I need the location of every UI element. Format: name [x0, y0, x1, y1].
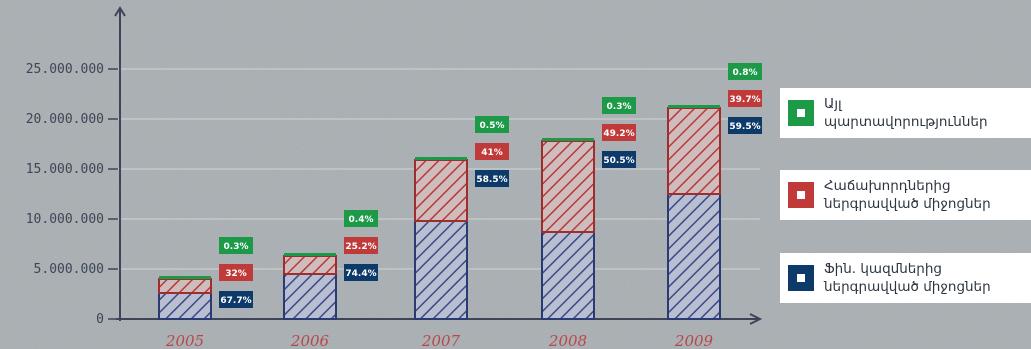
bar-segment-customers: [283, 255, 337, 275]
bar-segment-customers: [667, 107, 721, 195]
data-label: 59.5%: [729, 122, 760, 132]
data-label-box: [728, 90, 762, 107]
bar-segment-other: [542, 138, 594, 141]
data-label-box: [219, 291, 253, 308]
x-axis-arrow: [749, 313, 763, 325]
legend-label-line1: Հաճախորդներից: [824, 178, 951, 194]
x-tick-label: 2008: [548, 332, 587, 349]
legend-swatch: [788, 100, 814, 126]
data-label-box: [728, 63, 762, 80]
legend-label-line2: ներգրավված միջոցներ: [824, 279, 991, 295]
legend-item-financial-institution-funds: Ֆին. կազմներից ներգրավված միջոցներ: [780, 253, 1031, 303]
y-tick-label: 5.000.000: [34, 262, 104, 277]
data-label: 41%: [481, 148, 503, 158]
data-label: 0.8%: [733, 68, 758, 78]
x-tick-label: 2005: [165, 332, 204, 349]
data-label-box: [475, 116, 509, 133]
data-label: 0.3%: [607, 102, 632, 112]
data-label-box: [602, 151, 636, 168]
data-label-box: [602, 124, 636, 141]
legend-label-line1: Ֆին. կազմներից: [824, 261, 942, 277]
data-label: 74.4%: [345, 269, 376, 279]
data-label-box: [602, 97, 636, 114]
x-tick-label: 2007: [421, 332, 461, 349]
data-label: 67.7%: [220, 296, 251, 306]
data-label: 39.7%: [729, 95, 760, 105]
y-tick-label: 0: [96, 312, 104, 327]
bar-segment-other: [159, 276, 211, 279]
data-label-box: [344, 264, 378, 281]
legend-label-line2: պարտավորություններ: [824, 114, 988, 130]
legend-swatch: [788, 182, 814, 208]
axis-layer: 0 5.000.000 10.000.000 15.000.000 20.000.000…: [26, 6, 763, 349]
y-tick-label: 15.000.000: [26, 162, 104, 177]
bar-segment-other: [668, 105, 720, 108]
data-label: 25.2%: [345, 242, 376, 252]
bar-segment-fin-institutions: [158, 292, 212, 320]
data-label-box: [219, 237, 253, 254]
bar-segment-fin-institutions: [283, 273, 337, 320]
bar-segment-fin-institutions: [541, 231, 595, 320]
bar-segment-other: [284, 253, 336, 256]
y-tick-label: 25.000.000: [26, 62, 104, 77]
data-label: 50.5%: [603, 156, 634, 166]
data-label-box: [344, 237, 378, 254]
bars-layer: [158, 105, 721, 320]
y-tick-label: 20.000.000: [26, 112, 104, 127]
data-label-box: [219, 264, 253, 281]
legend-item-customer-funds: Հաճախորդներից ներգրավված միջոցներ: [780, 170, 1031, 220]
legend-item-other-liabilities: Այլ պարտավորություններ: [780, 88, 1031, 138]
data-label: 49.2%: [603, 129, 634, 139]
data-label: 32%: [225, 269, 247, 279]
y-axis-arrow: [114, 6, 126, 17]
data-labels-layer: 0.3% 32% 67.7% 0.4% 25.2% 74.4% 0.5% 41% 58.5% 0.…: [219, 63, 762, 308]
data-label: 58.5%: [476, 175, 507, 185]
data-label-box: [728, 117, 762, 134]
legend-label-line1: Այլ: [824, 96, 842, 112]
bar-segment-fin-institutions: [414, 220, 468, 320]
bar-segment-customers: [158, 278, 212, 294]
y-tick-label: 10.000.000: [26, 212, 104, 227]
data-label: 0.5%: [480, 121, 505, 131]
data-label: 0.4%: [349, 215, 374, 225]
bar-segment-fin-institutions: [667, 193, 721, 320]
bar-segment-other: [415, 157, 467, 160]
data-label-box: [475, 143, 509, 160]
legend-swatch: [788, 265, 814, 291]
data-label-box: [344, 210, 378, 227]
x-tick-label: 2009: [674, 332, 714, 349]
data-label-box: [475, 170, 509, 187]
bar-segment-customers: [414, 159, 468, 222]
legend-label-line2: ներգրավված միջոցներ: [824, 196, 991, 212]
bar-segment-customers: [541, 140, 595, 233]
data-label: 0.3%: [224, 242, 249, 252]
x-tick-label: 2006: [290, 332, 330, 349]
